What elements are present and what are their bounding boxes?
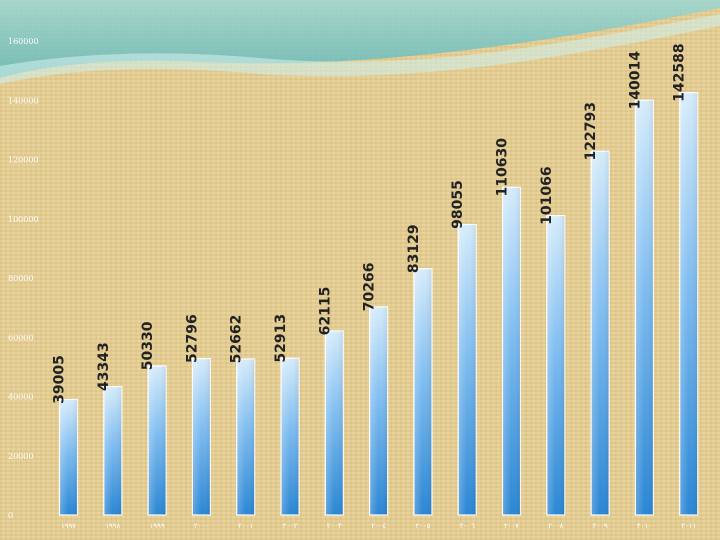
data-label: 70266 xyxy=(362,262,378,311)
x-tick-label: ٢٠٠٣ xyxy=(327,522,342,530)
bar-sheen xyxy=(148,365,167,515)
bar-sheen xyxy=(679,92,698,515)
data-label: 52913 xyxy=(273,314,289,363)
data-label: 142588 xyxy=(672,43,688,101)
x-tick-label: ٢٠٠٩ xyxy=(593,522,608,530)
y-tick-label: 60000 xyxy=(8,333,33,342)
y-tick-label: 140000 xyxy=(8,96,39,105)
bar-series xyxy=(58,91,699,516)
y-tick-label: 160000 xyxy=(8,37,39,46)
x-tick-label: ٢٠٠٧ xyxy=(504,522,519,530)
bar-sheen xyxy=(281,358,299,515)
bar-sheen xyxy=(635,100,654,515)
bar-sheen xyxy=(458,224,477,515)
y-tick-label: 20000 xyxy=(8,452,33,461)
bar-sheen xyxy=(413,268,432,515)
x-tick-label: ١٩٩٩ xyxy=(150,522,165,530)
x-tick-label: ٢٠٠١ xyxy=(238,522,253,530)
bar-sheen xyxy=(502,187,521,516)
data-label: 122793 xyxy=(583,102,599,160)
data-label: 43343 xyxy=(96,342,112,391)
x-tick-label: ٢٠٠٦ xyxy=(460,522,475,530)
y-tick-label: 80000 xyxy=(8,274,33,283)
bar-sheen xyxy=(546,215,565,515)
data-labels: 39005 43343 50330 52796 52662 52913 62115 70266… xyxy=(52,43,688,403)
y-tick-label: 120000 xyxy=(8,156,39,165)
y-tick-label: 0 xyxy=(8,511,13,520)
data-label: 52796 xyxy=(184,314,200,363)
bar-sheen xyxy=(369,306,388,515)
x-tick-label: ١٩٩٧ xyxy=(61,522,76,530)
x-axis: ١٩٩٧ ١٩٩٨ ١٩٩٩ ٢٠٠٠ ٢٠٠١ ٢٠٠٢ ٢٠٠٣ ٢٠٠٤ ٢٠٠٥ ٢٠٠٦… xyxy=(61,522,696,530)
bar-sheen xyxy=(325,330,344,515)
bar-sheen xyxy=(591,151,610,515)
x-tick-label: ٢٠٠٤ xyxy=(371,522,386,530)
x-tick-label: ٢٠٠٠ xyxy=(194,522,209,530)
bar-sheen xyxy=(236,358,255,515)
x-tick-label: ٢٠٠٢ xyxy=(282,522,297,530)
y-axis: 0 20000 40000 60000 80000 100000 120000 140000 1… xyxy=(8,37,39,520)
x-tick-label: ١٩٩٨ xyxy=(105,522,120,530)
data-label: 39005 xyxy=(52,355,68,404)
bar-sheen xyxy=(192,358,211,515)
x-tick-label: ٢٠١١ xyxy=(681,522,696,530)
x-tick-label: ٢٠١٠ xyxy=(637,522,652,530)
y-tick-label: 100000 xyxy=(8,215,39,224)
y-tick-label: 40000 xyxy=(8,393,33,402)
bar-sheen xyxy=(59,399,78,515)
data-label: 50330 xyxy=(140,321,156,370)
bar-sheen xyxy=(103,386,122,515)
decorative-swoosh-light xyxy=(0,14,720,84)
data-label: 62115 xyxy=(317,287,333,336)
x-tick-label: ٢٠٠٨ xyxy=(548,522,563,530)
x-tick-label: ٢٠٠٥ xyxy=(415,522,430,530)
data-label: 101066 xyxy=(539,166,555,224)
data-label: 98055 xyxy=(450,180,466,229)
data-label: 83129 xyxy=(406,224,422,273)
data-label: 140014 xyxy=(627,51,643,110)
data-label: 52662 xyxy=(229,315,245,364)
data-label: 110630 xyxy=(495,138,511,197)
